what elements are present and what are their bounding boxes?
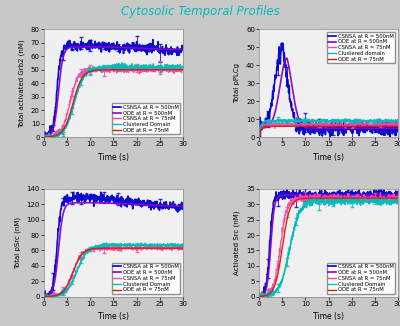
Legend: CSNSA at R = 500nM, ODE at R = 500nM, CSNSA at R = 75nM, Clustered Domain, ODE a: CSNSA at R = 500nM, ODE at R = 500nM, CS… (112, 103, 180, 135)
Legend: CSNSA at R = 500nM, ODE at R = 500nM, CSNSA at R = 75nM, Clustered domain, ODE a: CSNSA at R = 500nM, ODE at R = 500nM, CS… (327, 32, 395, 63)
X-axis label: Time (s): Time (s) (98, 312, 129, 321)
Legend: CSNSA at R = 500nM, ODE at R = 500nM, CSNSA at R = 75nM, Clustered Domain, ODE a: CSNSA at R = 500nM, ODE at R = 500nM, CS… (327, 263, 395, 294)
Y-axis label: Total pSrc (nM): Total pSrc (nM) (14, 217, 21, 269)
Text: Cytosolic Temporal Profiles: Cytosolic Temporal Profiles (121, 5, 279, 18)
Y-axis label: Activated Src (nM): Activated Src (nM) (234, 211, 240, 275)
Y-axis label: Total pPLCg: Total pPLCg (234, 63, 240, 103)
X-axis label: Time (s): Time (s) (313, 312, 344, 321)
Legend: CSNSA at R = 500nM, ODE at R = 500nM, CSNSA at R = 75nM, Clustered Domain, ODE a: CSNSA at R = 500nM, ODE at R = 500nM, CS… (112, 263, 180, 294)
X-axis label: Time (s): Time (s) (98, 153, 129, 162)
X-axis label: Time (s): Time (s) (313, 153, 344, 162)
Y-axis label: Total activated Grb2 (nM): Total activated Grb2 (nM) (19, 39, 25, 127)
